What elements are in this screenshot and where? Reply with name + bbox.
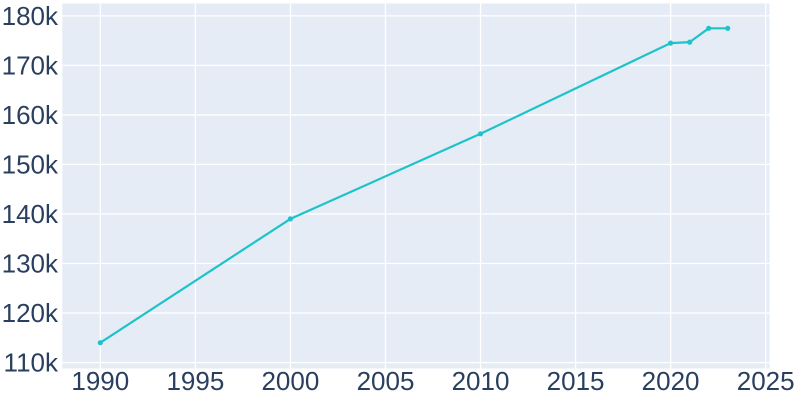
x-tick-label: 1995	[166, 366, 224, 396]
y-tick-label: 160k	[2, 100, 59, 130]
gridlines	[62, 3, 770, 369]
data-point-marker-2021[interactable]	[687, 39, 693, 45]
data-point-marker-2020[interactable]	[668, 40, 674, 46]
y-tick-label: 130k	[2, 249, 59, 279]
data-point-marker-2023[interactable]	[725, 25, 731, 31]
y-tick-label: 110k	[4, 348, 59, 378]
y-tick-label: 140k	[2, 199, 59, 229]
plot-area[interactable]	[62, 3, 770, 369]
data-point-marker-2010[interactable]	[477, 131, 484, 137]
data-point-marker-2000[interactable]	[287, 216, 293, 222]
data-point-markers	[97, 25, 731, 346]
x-tick-label: 2010	[452, 366, 510, 396]
y-tick-label: 150k	[2, 150, 59, 180]
x-axis-tick-labels: 1990 1995 2000 2005 2010 2015 2020 2025	[71, 366, 794, 396]
x-tick-label: 2000	[261, 366, 319, 396]
x-tick-label: 2015	[547, 366, 605, 396]
x-tick-label: 1990	[71, 366, 129, 396]
x-tick-label: 2025	[737, 366, 795, 396]
y-axis-tick-labels: 110k 120k 130k 140k 150k 160k 170k 180k	[2, 1, 59, 378]
data-point-marker-1990[interactable]	[97, 340, 103, 346]
x-tick-label: 2020	[642, 366, 700, 396]
data-point-marker-2022[interactable]	[706, 25, 712, 31]
y-tick-label: 180k	[2, 1, 59, 31]
x-tick-label: 2005	[357, 366, 415, 396]
y-tick-label: 170k	[2, 50, 59, 80]
y-tick-label: 120k	[2, 298, 59, 328]
